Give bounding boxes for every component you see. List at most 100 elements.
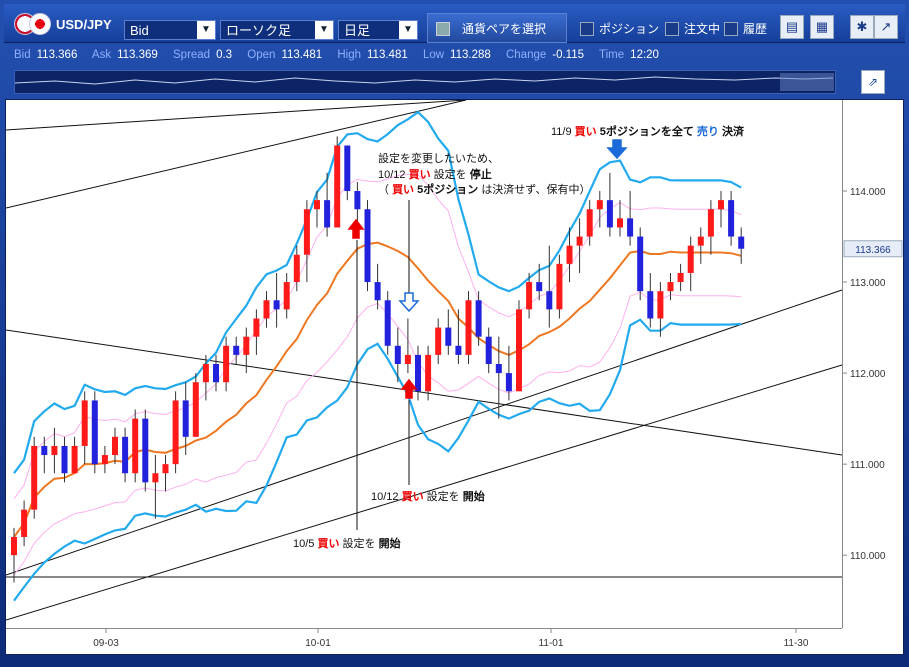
candle-body	[152, 473, 159, 483]
y-axis-line	[842, 100, 843, 628]
candle	[495, 336, 502, 419]
candle	[71, 436, 78, 474]
y-tick-label: 111.000	[850, 460, 885, 471]
a1-side: 買い	[575, 125, 597, 138]
candle-body	[718, 200, 724, 210]
candle	[617, 200, 623, 237]
a2-text1: 設定を	[434, 167, 467, 181]
candle-body	[334, 145, 341, 228]
chart-style-icon[interactable]: ▤	[780, 15, 804, 39]
toolbar: USD/JPY Bid ▼ ローソク足 ▼ 日足 ▼ 通貨ペアを選択 ポジション…	[4, 4, 905, 43]
quote-bar: Bid 113.366 Ask 113.369 Spread 0.3 Open 113.…	[4, 44, 905, 66]
annotation-10-12: 10/12 買い 設定を 開始	[371, 489, 485, 503]
pair-select-button[interactable]: 通貨ペアを選択	[427, 13, 567, 43]
candle	[627, 191, 634, 246]
candle	[182, 382, 189, 456]
candle	[586, 200, 593, 246]
history-toggle[interactable]: 履歴	[724, 20, 767, 37]
candle	[11, 527, 17, 583]
timeframe-select[interactable]: 日足 ▼	[338, 20, 418, 40]
candle-body	[41, 445, 48, 456]
quote-value-high: 113.481	[367, 49, 408, 61]
candle-body	[576, 236, 583, 246]
candle-body	[738, 236, 745, 249]
candle	[566, 227, 573, 283]
candle	[596, 191, 603, 228]
candle-body	[243, 336, 250, 355]
bb-inner-lower	[13, 291, 742, 576]
orders-checkbox[interactable]	[665, 21, 679, 36]
layout-icon[interactable]: ▦	[810, 15, 834, 39]
candle-body	[465, 300, 472, 355]
candle	[314, 191, 320, 228]
stop-arrow	[398, 292, 420, 313]
quote-key-low: Low	[422, 49, 445, 61]
expand-icon[interactable]: ↗	[874, 15, 898, 39]
candle-body	[122, 436, 129, 474]
pair-button[interactable]: USD/JPY	[14, 13, 112, 35]
quote-key-change: Change	[505, 49, 547, 61]
pair-select-icon	[436, 22, 450, 36]
candle-body	[202, 364, 209, 383]
navigator-handle[interactable]	[780, 73, 834, 91]
candle	[697, 227, 704, 264]
candle-body	[21, 509, 28, 537]
candle	[526, 272, 533, 319]
history-checkbox[interactable]	[724, 21, 738, 36]
navigator-scrollbar[interactable]	[14, 70, 836, 94]
chevron-down-icon: ▼	[315, 21, 333, 39]
candle-body	[172, 400, 179, 465]
position-toggle[interactable]: ポジション	[580, 20, 659, 37]
quote-value-spread: 0.3	[216, 49, 233, 61]
a2-date: 10/12	[378, 169, 406, 181]
navigator-latest-button[interactable]: ⇗	[861, 70, 885, 94]
annotation-10-5: 10/5 買い 設定を 開始	[293, 536, 401, 550]
candle-body	[697, 236, 704, 246]
candle-body	[81, 400, 88, 446]
quote-key-spread: Spread	[173, 49, 211, 61]
x-tick-label: 11-01	[539, 638, 564, 649]
y-tick-label: 112.000	[850, 369, 886, 380]
quote-key-bid: Bid	[14, 49, 31, 61]
bb-outer-lower	[13, 318, 742, 602]
candle	[455, 309, 462, 364]
candlestick-chart[interactable]: 114.000 113.000 112.000 111.000 110.000 09-03…	[5, 99, 903, 654]
candle-body	[485, 336, 492, 364]
candle	[142, 409, 149, 492]
orders-toggle[interactable]: 注文中	[665, 20, 720, 37]
quote-value-ask: 113.369	[117, 49, 158, 61]
candle-body	[11, 536, 17, 556]
annotation-line2: 10/12 買い 設定を 停止	[378, 167, 492, 181]
candle-body	[223, 345, 230, 383]
x-tick-label: 10-01	[305, 638, 331, 649]
chart-kind-select[interactable]: ローソク足 ▼	[220, 20, 334, 40]
candle	[415, 345, 421, 401]
candle-body	[516, 309, 522, 392]
candle	[556, 254, 563, 319]
y-tick-label: 113.000	[850, 278, 886, 289]
a4-text1: 設定を	[427, 489, 460, 503]
pair-select-label: 通貨ペアを選択	[462, 22, 547, 36]
a1-date: 11/9	[551, 126, 572, 138]
candle-body	[344, 145, 351, 192]
candle-body	[182, 400, 189, 437]
candle	[354, 181, 361, 228]
candle	[516, 300, 522, 392]
a5-side: 買い	[317, 537, 339, 550]
chart-area[interactable]: 114.000 113.000 112.000 111.000 110.000 09-03…	[5, 99, 904, 655]
candle	[202, 354, 209, 401]
candle	[293, 245, 300, 292]
candle	[213, 354, 219, 392]
position-checkbox[interactable]	[580, 21, 594, 36]
a5-text1: 設定を	[343, 536, 376, 550]
candle	[152, 455, 159, 519]
annotation-line1: 設定を変更したいため、	[378, 151, 499, 165]
price-type-select[interactable]: Bid ▼	[124, 20, 216, 40]
candle-body	[253, 318, 260, 337]
candle-body	[31, 445, 38, 510]
candle-body	[596, 200, 603, 210]
x-axis-line	[6, 628, 842, 629]
trend-line	[5, 99, 467, 209]
candle-body	[546, 291, 553, 310]
gear-icon[interactable]: ✱	[850, 15, 874, 39]
